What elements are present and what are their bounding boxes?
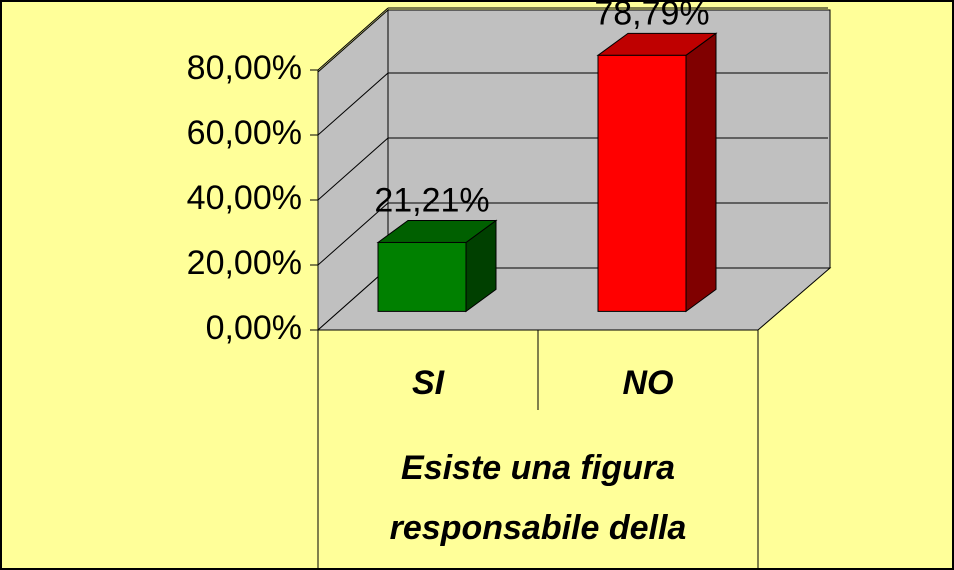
y-tick-label: 20,00% [187,244,302,282]
y-tick-label: 80,00% [187,49,302,87]
value-label: 78,79% [594,0,709,32]
x-tick-label: NO [623,364,674,402]
x-axis-label: Esiste una figura [401,449,675,487]
grid-line [317,137,389,201]
bar-side [685,32,717,313]
y-tick-label: 60,00% [187,114,302,152]
y-tick-label: 40,00% [187,179,302,217]
bar [377,241,467,312]
grid-line [317,7,389,71]
grid-line [317,202,389,266]
value-label: 21,21% [374,181,489,219]
y-tick-label: 0,00% [206,309,302,347]
bar [597,54,687,312]
grid-line [317,72,389,136]
x-tick-label: SI [412,364,446,402]
x-axis-label: responsabile della [390,509,687,547]
